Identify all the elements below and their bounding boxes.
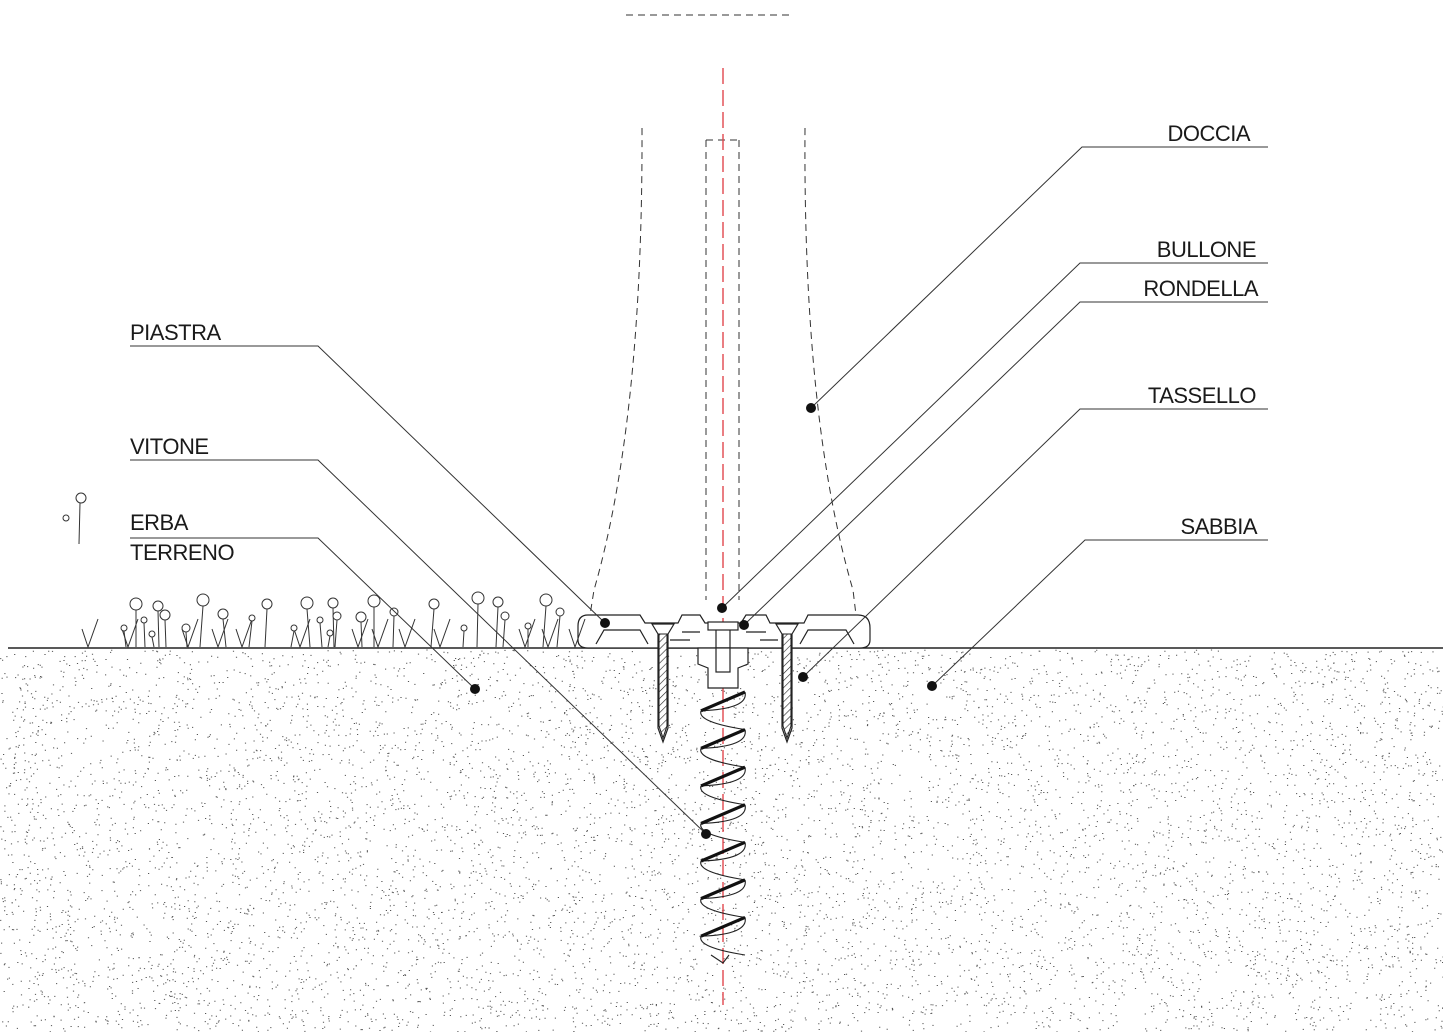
anchor-left [650, 623, 676, 744]
label-sabbia: SABBIA [1181, 514, 1258, 539]
label-erba: ERBA [130, 510, 189, 535]
base-plate [577, 614, 871, 649]
bolt-assembly [697, 621, 749, 689]
label-rondella: RONDELLA [1143, 276, 1258, 301]
label-tassello: TASSELLO [1148, 383, 1256, 408]
leader-lines [130, 146, 1268, 835]
ground-screw-helix [700, 690, 746, 964]
label-terreno: TERRENO [130, 540, 234, 565]
anchor-right [774, 623, 800, 744]
flower-symbol-icon [62, 492, 87, 545]
label-piastra: PIASTRA [130, 320, 221, 345]
leader-dots [470, 403, 937, 839]
label-vitone: VITONE [130, 434, 209, 459]
soil-texture [0, 649, 1443, 1032]
label-doccia: DOCCIA [1167, 121, 1250, 146]
grass-flower-icon [81, 591, 586, 649]
label-bullone: BULLONE [1157, 237, 1256, 262]
